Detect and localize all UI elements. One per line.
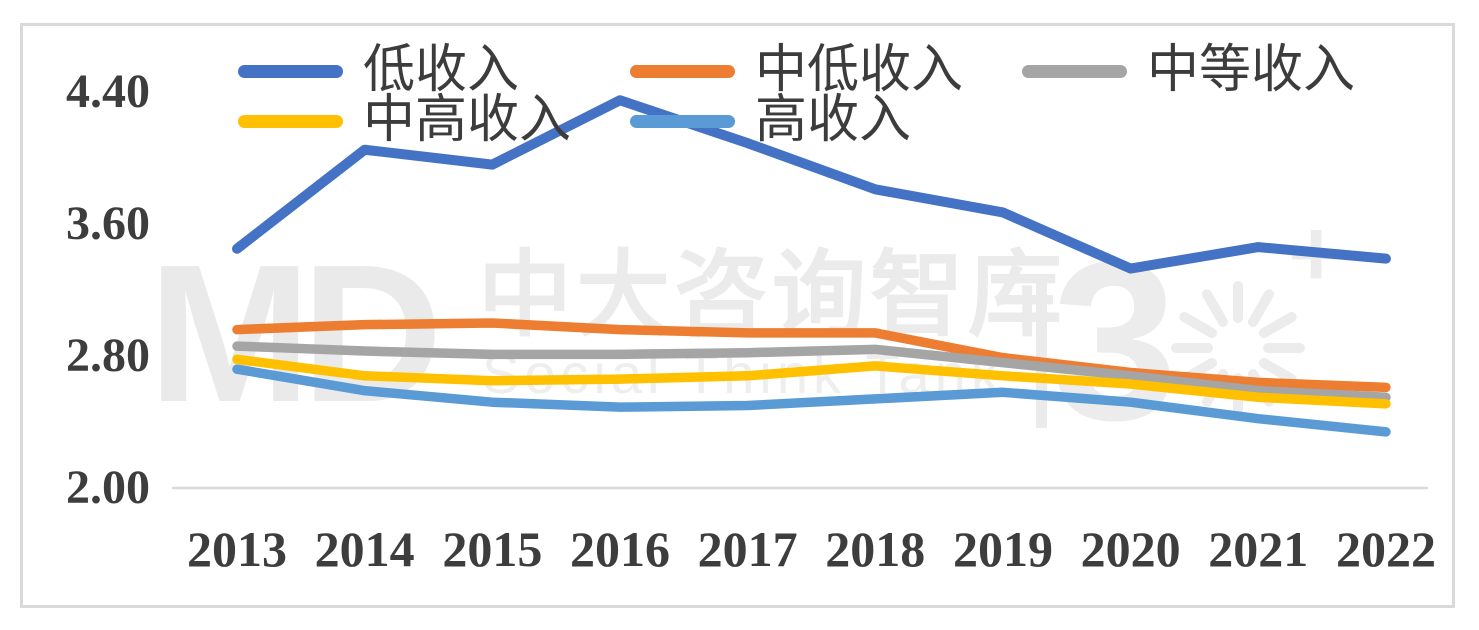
legend-swatch-中高收入 — [238, 114, 343, 128]
legend-label-中高收入: 中高收入 — [363, 92, 572, 149]
series-line-4-高收入 — [232, 364, 1391, 437]
x-tick-2021: 2021 — [1208, 521, 1309, 577]
legend-swatch-中低收入 — [630, 64, 735, 78]
x-tick-2020: 2020 — [1080, 521, 1181, 577]
legend-label-低收入: 低收入 — [363, 42, 520, 99]
x-tick-2017: 2017 — [697, 521, 798, 577]
x-tick-2019: 2019 — [952, 521, 1053, 577]
legend-label-高收入: 高收入 — [755, 92, 912, 149]
x-tick-2015: 2015 — [442, 521, 543, 577]
legend-item-中高收入: 中高收入 — [238, 89, 571, 153]
x-tick-2022: 2022 — [1335, 521, 1436, 577]
sunburst-ray — [1258, 358, 1297, 384]
legend-item-中等收入: 中等收入 — [1022, 39, 1355, 103]
legend-swatch-低收入 — [238, 64, 343, 78]
series-line-2-中等收入 — [232, 341, 1391, 402]
y-tick-3.60: 3.60 — [66, 197, 150, 250]
x-tick-2016: 2016 — [569, 521, 670, 577]
series-line-3-中高收入 — [232, 354, 1391, 409]
legend-item-低收入: 低收入 — [238, 39, 519, 103]
sunburst-ray — [1202, 289, 1228, 328]
sunburst-ray — [1258, 312, 1297, 338]
sunburst-ray — [1179, 312, 1218, 338]
x-tick-2013: 2013 — [187, 521, 287, 577]
y-tick-4.40: 4.40 — [66, 65, 150, 118]
legend-swatch-高收入 — [630, 114, 735, 128]
watermark-logo-text: MD — [148, 224, 443, 443]
x-tick-2014: 2014 — [314, 521, 415, 577]
legend-label-中等收入: 中等收入 — [1147, 42, 1356, 99]
legend-swatch-中等收入 — [1022, 64, 1127, 78]
sunburst-ray — [1248, 289, 1274, 328]
series-line-1-中低收入 — [232, 318, 1391, 393]
y-tick-2.80: 2.80 — [66, 329, 150, 382]
x-tick-2018: 2018 — [825, 521, 926, 577]
series-line-0-低收入 — [232, 95, 1391, 274]
legend-label-中低收入: 中低收入 — [755, 42, 964, 99]
legend-item-中低收入: 中低收入 — [630, 39, 963, 103]
y-tick-2.00: 2.00 — [66, 461, 150, 514]
watermark-separator-bar — [1036, 278, 1047, 428]
legend-item-高收入: 高收入 — [630, 89, 911, 153]
